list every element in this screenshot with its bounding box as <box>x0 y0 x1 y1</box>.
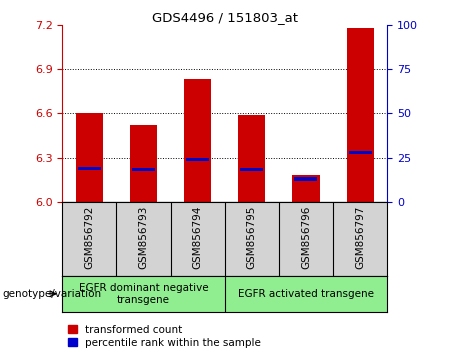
Text: GSM856796: GSM856796 <box>301 205 311 269</box>
Bar <box>78 167 101 170</box>
Title: GDS4496 / 151803_at: GDS4496 / 151803_at <box>152 11 298 24</box>
Text: GSM856797: GSM856797 <box>355 205 365 269</box>
Bar <box>76 113 103 202</box>
Text: EGFR activated transgene: EGFR activated transgene <box>238 289 374 299</box>
Bar <box>240 168 263 171</box>
Bar <box>184 79 211 202</box>
Text: EGFR dominant negative
transgene: EGFR dominant negative transgene <box>79 283 208 305</box>
Bar <box>349 151 372 154</box>
Text: GSM856793: GSM856793 <box>138 205 148 269</box>
Bar <box>347 28 374 202</box>
Bar <box>130 125 157 202</box>
Legend: transformed count, percentile rank within the sample: transformed count, percentile rank withi… <box>67 324 262 349</box>
Text: genotype/variation: genotype/variation <box>2 289 101 299</box>
Text: GSM856795: GSM856795 <box>247 205 257 269</box>
Bar <box>295 177 318 181</box>
Bar <box>292 175 319 202</box>
Text: GSM856794: GSM856794 <box>193 205 203 269</box>
Bar <box>186 158 209 161</box>
Bar <box>132 168 155 171</box>
Bar <box>238 115 266 202</box>
Text: GSM856792: GSM856792 <box>84 205 95 269</box>
